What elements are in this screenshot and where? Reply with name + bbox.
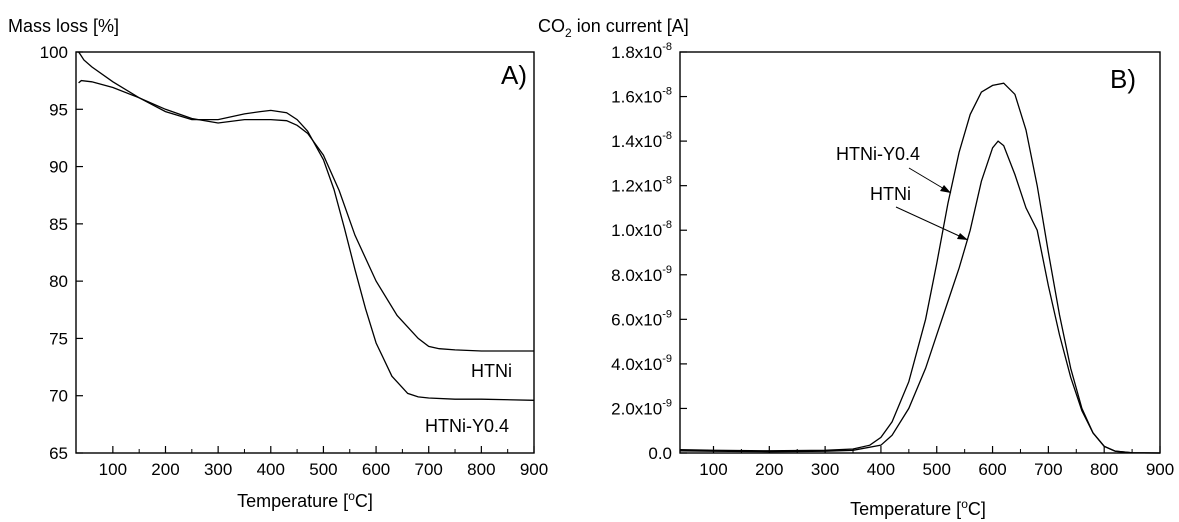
panel-a: Mass loss [%] 100 200 300 400 500 600 700 800 90… [8, 16, 548, 511]
panel-a-x-tick-label: 200 [151, 460, 179, 479]
panel-a-label-htni: HTNi [471, 361, 512, 381]
panel-a-ticks: 100 200 300 400 500 600 700 800 900 65 70 75 80 85 90 9… [40, 43, 549, 479]
panel-a-x-tick-label: 300 [204, 460, 232, 479]
panel-b-y-tick-label: 8.0x10-9 [611, 264, 672, 285]
panel-b-x-tick-label: 800 [1090, 460, 1118, 479]
panel-b-x-axis-label: Temperature [oC] [850, 497, 986, 519]
arrow-head-htni-y04 [940, 185, 951, 193]
panel-a-plot-frame [75, 51, 535, 454]
arrow-head-htni [957, 233, 968, 240]
panel-b-series [679, 82, 1161, 454]
panel-b-x-tick-label: 100 [699, 460, 727, 479]
panel-b-label-htni-y04: HTNi-Y0.4 [836, 144, 920, 164]
panel-b-y-tick-label: 4.0x10-9 [611, 353, 672, 374]
panel-a-y-tick-label: 65 [49, 444, 68, 463]
panel-a-x-tick-label: 400 [257, 460, 285, 479]
panel-b-series-htni-y0-4 [679, 82, 1161, 454]
panel-b-label-htni: HTNi [870, 184, 911, 204]
panel-b-ticks: 100 200 300 400 500 600 700 800 900 0.0 2.0x10-9 4.… [611, 41, 1174, 479]
panel-b-y-tick-label: 1.8x10-8 [611, 41, 672, 62]
panel-a-series-htni-y0-4 [78, 51, 535, 401]
panel-a-x-axis-label: Temperature [oC] [237, 489, 373, 511]
panel-a-x-tick-label: 600 [362, 460, 390, 479]
panel-a-x-tick-label: 500 [309, 460, 337, 479]
panel-a-x-tick-label: 800 [467, 460, 495, 479]
panel-b-y-tick-label: 1.2x10-8 [611, 175, 672, 196]
panel-b-x-tick-label: 200 [755, 460, 783, 479]
panel-a-label: A) [501, 60, 527, 90]
panel-a-y-tick-label: 100 [40, 43, 68, 62]
panel-a-x-tick-label: 900 [520, 460, 548, 479]
panel-a-y-tick-label: 85 [49, 215, 68, 234]
panel-b-x-tick-label: 400 [867, 460, 895, 479]
panel-a-y-tick-label: 95 [49, 100, 68, 119]
arrow-htni [895, 206, 969, 241]
panel-a-x-tick-label: 100 [99, 460, 127, 479]
panel-b-plot-frame [679, 51, 1161, 454]
panel-b-series-htni [679, 140, 1161, 454]
panel-b-y-axis-label: CO2 ion current [A] [538, 16, 689, 40]
panel-b-y-tick-label: 6.0x10-9 [611, 308, 672, 329]
panel-a-x-tick-label: 700 [415, 460, 443, 479]
panel-b-y-tick-label: 2.0x10-9 [611, 397, 672, 418]
panel-a-y-tick-label: 75 [49, 329, 68, 348]
panel-a-series [78, 51, 535, 401]
panel-a-y-axis-label: Mass loss [%] [8, 16, 119, 36]
panel-b-y-tick-label: 0.0 [648, 444, 672, 463]
panel-b-x-tick-label: 700 [1034, 460, 1062, 479]
panel-a-series-htni [78, 79, 534, 352]
panel-b: CO2 ion current [A] 100 200 300 400 500 600 70… [538, 16, 1174, 519]
panel-b-x-tick-label: 500 [923, 460, 951, 479]
panel-b-label: B) [1110, 64, 1136, 94]
panel-a-label-htni-y04: HTNi-Y0.4 [425, 416, 509, 436]
panel-a-y-tick-label: 80 [49, 272, 68, 291]
panel-b-x-tick-label: 900 [1146, 460, 1174, 479]
panel-b-y-tick-label: 1.0x10-8 [611, 219, 672, 240]
panel-b-annotation-arrows [895, 167, 969, 241]
panel-b-x-tick-label: 600 [978, 460, 1006, 479]
panel-a-y-tick-label: 90 [49, 158, 68, 177]
panel-b-y-tick-label: 1.4x10-8 [611, 130, 672, 151]
panel-b-y-tick-label: 1.6x10-8 [611, 86, 672, 107]
panel-b-x-tick-label: 300 [811, 460, 839, 479]
panel-a-y-tick-label: 70 [49, 387, 68, 406]
